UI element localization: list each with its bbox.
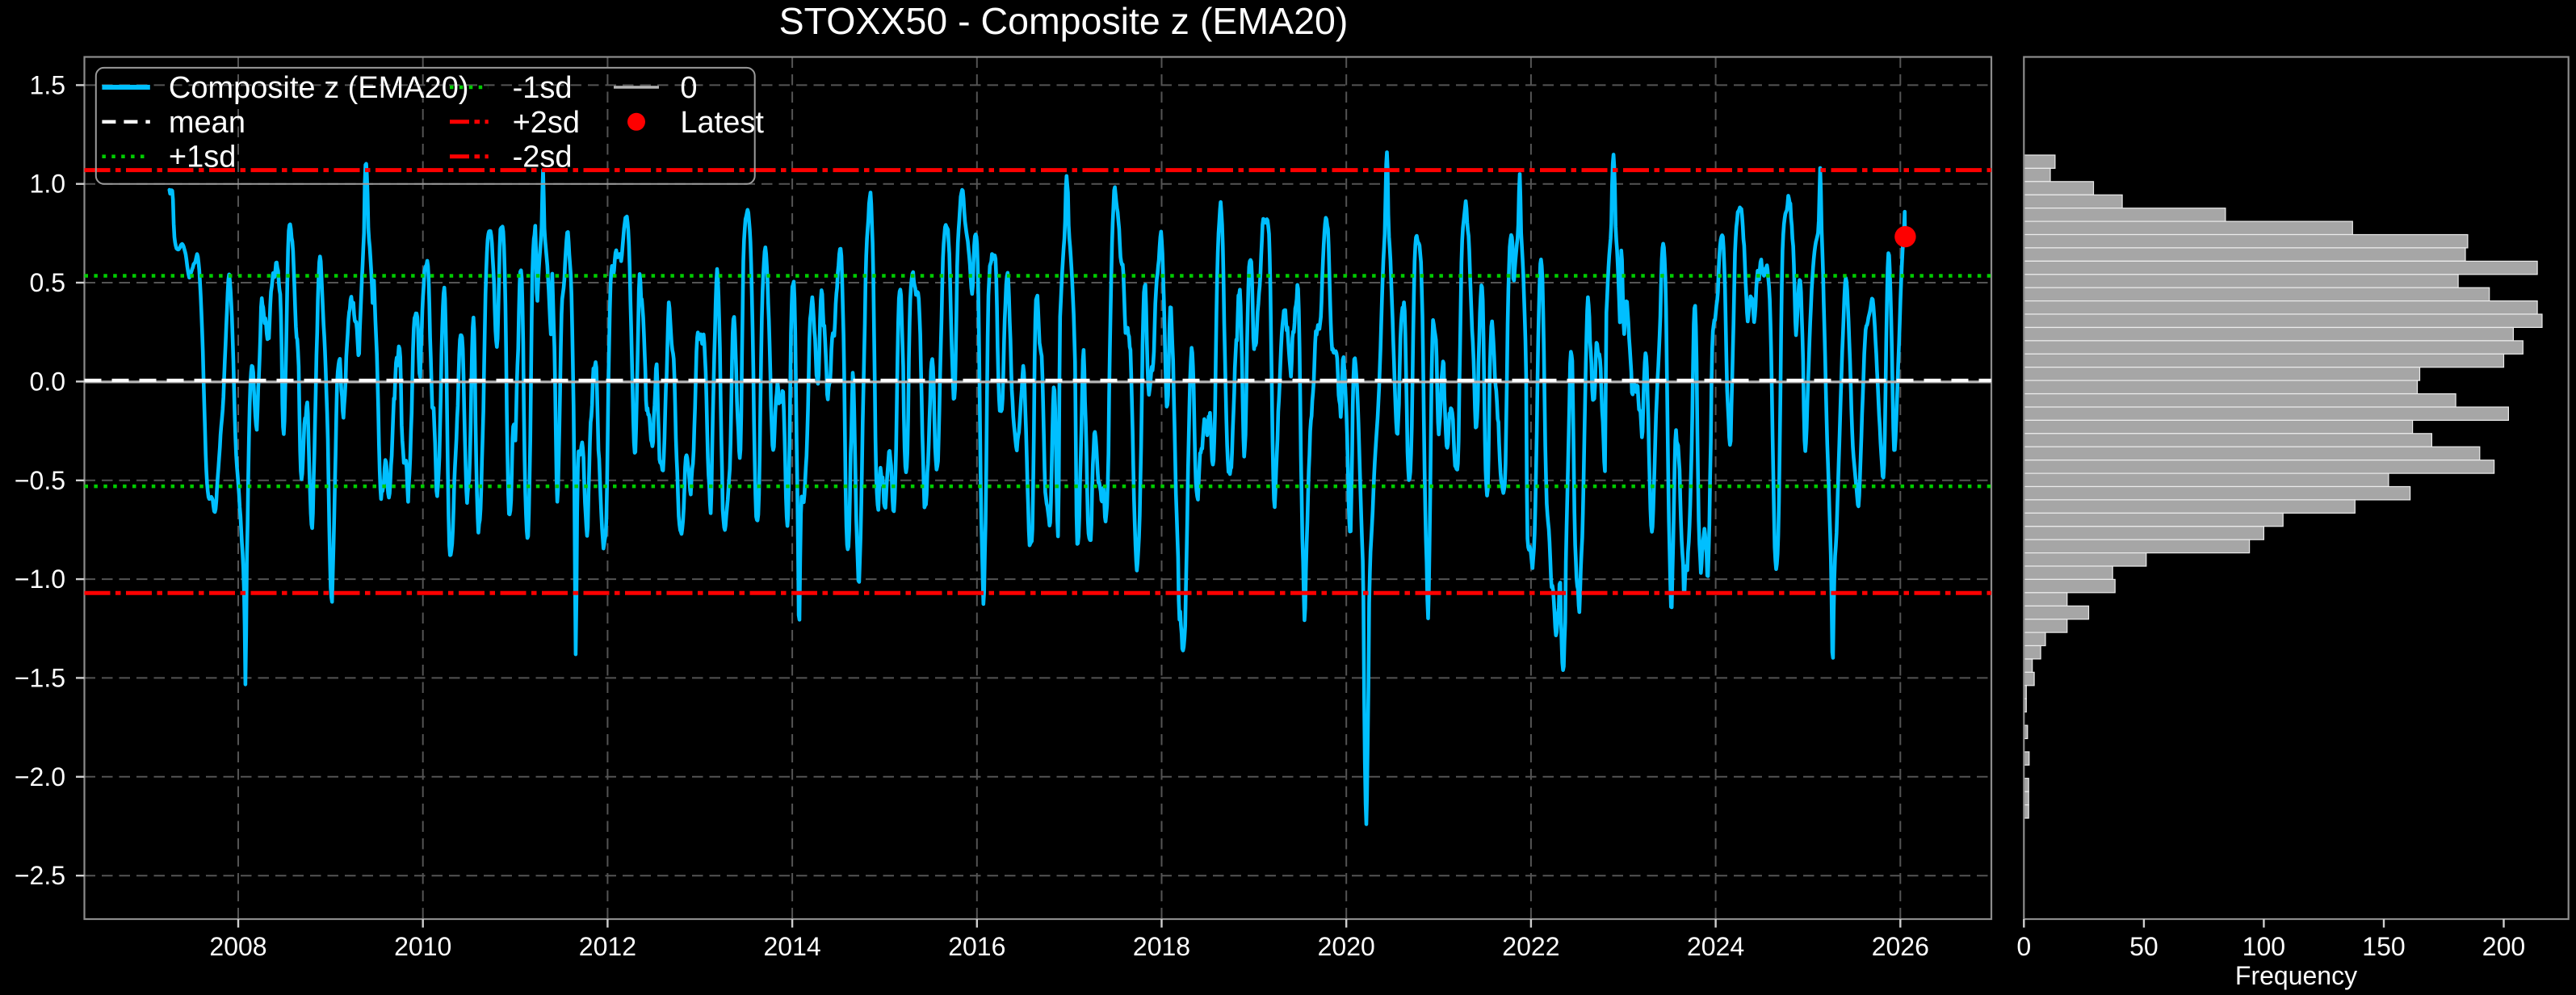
svg-text:-2sd: -2sd [513, 141, 573, 174]
svg-text:+2sd: +2sd [513, 106, 580, 140]
svg-text:2026: 2026 [1872, 932, 1929, 961]
svg-text:100: 100 [2242, 932, 2285, 961]
svg-text:50: 50 [2129, 932, 2159, 961]
svg-text:STOXX50 - Composite z (EMA20): STOXX50 - Composite z (EMA20) [779, 0, 1349, 42]
svg-text:−2.0: −2.0 [15, 762, 65, 791]
svg-text:2020: 2020 [1318, 932, 1375, 961]
svg-text:mean: mean [169, 106, 245, 140]
svg-text:−1.5: −1.5 [15, 663, 65, 692]
svg-text:2016: 2016 [948, 932, 1005, 961]
svg-text:Composite z (EMA20): Composite z (EMA20) [169, 71, 469, 105]
svg-text:200: 200 [2482, 932, 2525, 961]
svg-text:150: 150 [2362, 932, 2405, 961]
svg-text:2010: 2010 [394, 932, 451, 961]
svg-text:2008: 2008 [209, 932, 266, 961]
svg-text:2018: 2018 [1133, 932, 1190, 961]
svg-text:0: 0 [2016, 932, 2031, 961]
svg-text:0.5: 0.5 [30, 268, 65, 297]
svg-text:2022: 2022 [1502, 932, 1559, 961]
svg-text:2012: 2012 [579, 932, 636, 961]
svg-text:−0.5: −0.5 [15, 466, 65, 495]
svg-text:-1sd: -1sd [513, 71, 573, 105]
svg-text:Latest: Latest [680, 106, 764, 140]
svg-text:Frequency: Frequency [2235, 961, 2357, 990]
svg-text:1.5: 1.5 [30, 70, 65, 99]
svg-text:+1sd: +1sd [169, 141, 236, 174]
svg-text:−1.0: −1.0 [15, 565, 65, 594]
svg-text:2024: 2024 [1687, 932, 1744, 961]
svg-text:2014: 2014 [764, 932, 821, 961]
svg-text:−2.5: −2.5 [15, 861, 65, 890]
svg-text:1.0: 1.0 [30, 170, 65, 199]
svg-text:0: 0 [680, 71, 697, 105]
svg-text:0.0: 0.0 [30, 367, 65, 396]
